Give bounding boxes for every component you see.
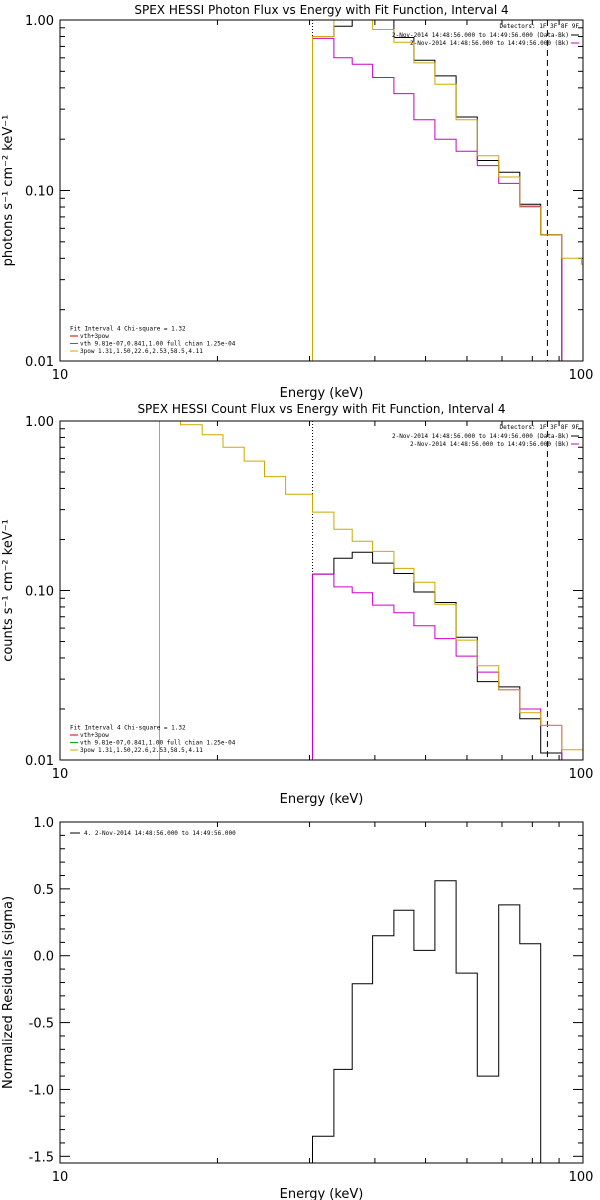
series-group [159,421,583,760]
data-series-1 [312,20,563,361]
legend-residuals: 4. 2-Nov-2014 14:48:56.000 to 14:49:56.0… [70,830,236,837]
legend-entry: Fit Interval 4 Chi-square = 1.32 [70,326,186,333]
data-series-3 [312,20,583,361]
y-tick-label: -1.5 [29,1150,54,1165]
series-group [312,880,562,1163]
y-tick-label: 1.0 [33,816,54,831]
legend-entry: vth 9.81e-07,0.841,1.00 full chian 1.25e… [80,341,236,348]
y-tick-label: 1.00 [25,415,54,430]
legend-detectors: Detectors: 1F 3F 8F 9F [500,424,580,431]
series-group [312,20,583,361]
legend-entry: vth+3pow [80,732,109,739]
x-axis-ticks [59,822,584,1163]
legend-top-right: Detectors: 1F 3F 8F 9F 2-Nov-2014 14:48:5… [392,23,579,47]
data-series-2 [312,573,563,760]
y-tick-label: 0.0 [33,950,54,965]
chart-panel-1: SPEX HESSI Photon Flux vs Energy with Fi… [1,3,593,401]
legend-detectors: Detectors: 1F 3F 8F 9F [500,23,580,30]
legend-entry: 2-Nov-2014 14:48:56.000 to 14:49:56.000 … [410,441,569,448]
y-axis-label: counts s⁻¹ cm⁻² keV⁻¹ [1,519,16,662]
y-axis-ticks [60,420,583,761]
x-tick-label: 10 [52,1170,69,1185]
y-tick-label: 1.00 [25,14,54,29]
y-axis-label: photons s⁻¹ cm⁻² keV⁻¹ [1,115,16,267]
x-tick-label: 100 [569,767,594,782]
legend-top-right: Detectors: 1F 3F 8F 9F 2-Nov-2014 14:48:5… [392,424,579,448]
y-tick-label: 0.5 [33,883,54,898]
legend-entry: vth 9.81e-07,0.841,1.00 full chian 1.25e… [80,740,236,747]
y-tick-label: 0.01 [25,355,54,370]
data-series-1 [312,551,563,760]
legend-bottom-left: Fit Interval 4 Chi-square = 1.32vth+3pow… [70,725,236,754]
x-axis-label: Energy (keV) [280,386,364,401]
legend-entry: 2-Nov-2014 14:48:56.000 to 14:49:56.000 … [410,40,569,47]
legend-entry: 3pow 1.31,1.50,22.6,2.53,58.5,4.11 [80,348,203,355]
x-axis-ticks [59,421,584,760]
x-tick-label: 10 [52,368,69,383]
legend-entry: 2-Nov-2014 14:48:56.000 to 14:49:56.000 … [392,433,569,440]
y-tick-label: 0.10 [25,185,54,200]
plot-frame [59,19,584,362]
x-axis-label: Energy (keV) [280,1187,364,1200]
y-tick-label: 0.10 [25,585,54,600]
y-axis-ticks [60,19,583,362]
legend-bottom-left: Fit Interval 4 Chi-square = 1.32vth+3pow… [70,326,236,355]
plot-frame [59,420,584,761]
legend-entry: 2-Nov-2014 14:48:56.000 to 14:49:56.000 … [392,32,569,39]
y-tick-label: 0.01 [25,754,54,769]
x-tick-label: 100 [569,368,594,383]
y-axis-label: Normalized Residuals (sigma) [1,896,16,1089]
legend-entry: 3pow 1.31,1.50,22.6,2.53,58.5,4.11 [80,747,203,754]
chart-panel-2: SPEX HESSI Count Flux vs Energy with Fit… [1,402,593,807]
chart-title: SPEX HESSI Count Flux vs Energy with Fit… [137,402,505,416]
x-axis-label: Energy (keV) [280,792,364,807]
data-series-1 [312,880,562,1163]
chart-title: SPEX HESSI Photon Flux vs Energy with Fi… [134,3,508,17]
legend-entry: 4. 2-Nov-2014 14:48:56.000 to 14:49:56.0… [84,830,236,837]
chart-panel-3: 10 100 Energy (keV) -1.5 -1.0 -0.5 0.0 0.5 1.0 No… [1,816,593,1200]
data-series-2 [312,37,563,361]
plot-frame [59,821,584,1164]
data-series-3 [159,421,583,760]
y-tick-label: -0.5 [29,1017,54,1032]
x-tick-label: 100 [569,1170,594,1185]
legend-entry: vth+3pow [80,333,109,340]
x-axis-ticks [59,20,584,361]
x-tick-label: 10 [52,767,69,782]
legend-entry: Fit Interval 4 Chi-square = 1.32 [70,725,186,732]
y-tick-label: -1.0 [29,1083,54,1098]
y-axis-ticks [60,821,583,1157]
